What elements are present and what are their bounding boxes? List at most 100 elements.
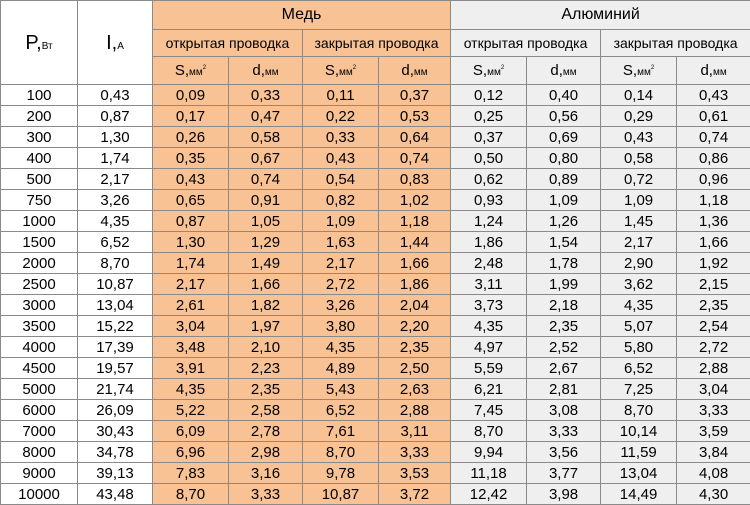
cell-aluminum-open-d: 3,33: [527, 421, 601, 442]
cell-aluminum-closed-s: 10,14: [601, 421, 677, 442]
s-sup: 2: [353, 65, 356, 71]
cell-copper-open-s: 2,61: [153, 295, 229, 316]
power-symbol: P,: [25, 32, 41, 54]
cell-aluminum-closed-s: 0,14: [601, 85, 677, 106]
cell-copper-closed-s: 8,70: [303, 442, 379, 463]
cell-aluminum-closed-s: 6,52: [601, 358, 677, 379]
s-sup: 2: [651, 65, 654, 71]
cell-aluminum-closed-d: 0,43: [677, 85, 750, 106]
cell-aluminum-open-s: 0,37: [451, 127, 527, 148]
cell-aluminum-open-s: 11,18: [451, 463, 527, 484]
cell-aluminum-closed-s: 13,04: [601, 463, 677, 484]
cell-aluminum-open-s: 1,86: [451, 232, 527, 253]
cell-power: 10000: [1, 484, 78, 505]
cell-aluminum-closed-d: 2,35: [677, 295, 750, 316]
cell-current: 1,74: [78, 148, 153, 169]
cell-aluminum-open-s: 9,94: [451, 442, 527, 463]
cell-copper-open-s: 0,65: [153, 190, 229, 211]
cell-aluminum-open-d: 0,40: [527, 85, 601, 106]
current-symbol: I,: [106, 32, 117, 54]
cell-copper-closed-d: 1,18: [379, 211, 451, 232]
cell-aluminum-closed-d: 4,08: [677, 463, 750, 484]
s-sup: 2: [501, 65, 504, 71]
cell-copper-closed-s: 0,33: [303, 127, 379, 148]
cell-power: 300: [1, 127, 78, 148]
cell-copper-open-d: 2,35: [229, 379, 303, 400]
cell-copper-open-d: 1,97: [229, 316, 303, 337]
cell-aluminum-open-d: 2,35: [527, 316, 601, 337]
cell-copper-open-d: 2,23: [229, 358, 303, 379]
cell-aluminum-closed-s: 0,43: [601, 127, 677, 148]
cell-copper-open-d: 1,82: [229, 295, 303, 316]
cell-copper-open-d: 3,16: [229, 463, 303, 484]
cell-copper-closed-s: 0,11: [303, 85, 379, 106]
cell-aluminum-closed-s: 0,29: [601, 106, 677, 127]
cell-current: 13,04: [78, 295, 153, 316]
cell-aluminum-open-d: 0,89: [527, 169, 601, 190]
cell-copper-open-s: 0,43: [153, 169, 229, 190]
cell-aluminum-open-d: 2,18: [527, 295, 601, 316]
cell-copper-closed-s: 10,87: [303, 484, 379, 505]
cell-copper-closed-s: 4,89: [303, 358, 379, 379]
cell-copper-open-s: 8,70: [153, 484, 229, 505]
cell-copper-open-d: 1,49: [229, 253, 303, 274]
cell-copper-closed-s: 4,35: [303, 337, 379, 358]
cell-aluminum-open-d: 0,69: [527, 127, 601, 148]
cell-current: 39,13: [78, 463, 153, 484]
cell-aluminum-closed-s: 1,45: [601, 211, 677, 232]
cell-current: 0,87: [78, 106, 153, 127]
cell-copper-open-s: 6,96: [153, 442, 229, 463]
cell-aluminum-open-d: 3,98: [527, 484, 601, 505]
cell-copper-closed-s: 3,80: [303, 316, 379, 337]
cell-current: 0,43: [78, 85, 153, 106]
cell-aluminum-open-d: 1,99: [527, 274, 601, 295]
cell-power: 7000: [1, 421, 78, 442]
s-unit: мм: [189, 67, 203, 78]
cell-copper-closed-d: 2,63: [379, 379, 451, 400]
cell-copper-open-d: 0,58: [229, 127, 303, 148]
cell-aluminum-closed-d: 0,74: [677, 127, 750, 148]
cell-copper-closed-d: 1,44: [379, 232, 451, 253]
cell-current: 34,78: [78, 442, 153, 463]
cell-power: 2000: [1, 253, 78, 274]
header-copper: Медь: [153, 1, 451, 30]
cell-aluminum-open-s: 0,50: [451, 148, 527, 169]
cell-aluminum-closed-s: 4,35: [601, 295, 677, 316]
d-symbol: d,: [700, 62, 713, 79]
cell-aluminum-closed-d: 2,54: [677, 316, 750, 337]
s-symbol: S,: [623, 62, 637, 79]
cell-aluminum-open-s: 4,97: [451, 337, 527, 358]
cell-copper-closed-d: 2,20: [379, 316, 451, 337]
cell-power: 3500: [1, 316, 78, 337]
cell-copper-closed-s: 7,61: [303, 421, 379, 442]
cell-aluminum-closed-d: 2,72: [677, 337, 750, 358]
s-symbol: S,: [175, 62, 189, 79]
unit-d-cell: d,мм: [677, 57, 750, 85]
cell-aluminum-open-s: 0,25: [451, 106, 527, 127]
cell-aluminum-open-d: 3,08: [527, 400, 601, 421]
cell-copper-closed-d: 1,02: [379, 190, 451, 211]
cell-aluminum-closed-d: 1,36: [677, 211, 750, 232]
cell-copper-closed-d: 2,50: [379, 358, 451, 379]
cell-aluminum-open-s: 1,24: [451, 211, 527, 232]
unit-s-cell: S,мм2: [153, 57, 229, 85]
cell-copper-closed-d: 3,72: [379, 484, 451, 505]
cell-copper-open-s: 1,74: [153, 253, 229, 274]
cell-copper-closed-d: 0,53: [379, 106, 451, 127]
cell-copper-closed-d: 0,83: [379, 169, 451, 190]
cell-copper-closed-d: 2,35: [379, 337, 451, 358]
cell-power: 750: [1, 190, 78, 211]
cell-aluminum-closed-d: 2,88: [677, 358, 750, 379]
cell-copper-closed-s: 2,72: [303, 274, 379, 295]
cell-copper-closed-s: 0,82: [303, 190, 379, 211]
